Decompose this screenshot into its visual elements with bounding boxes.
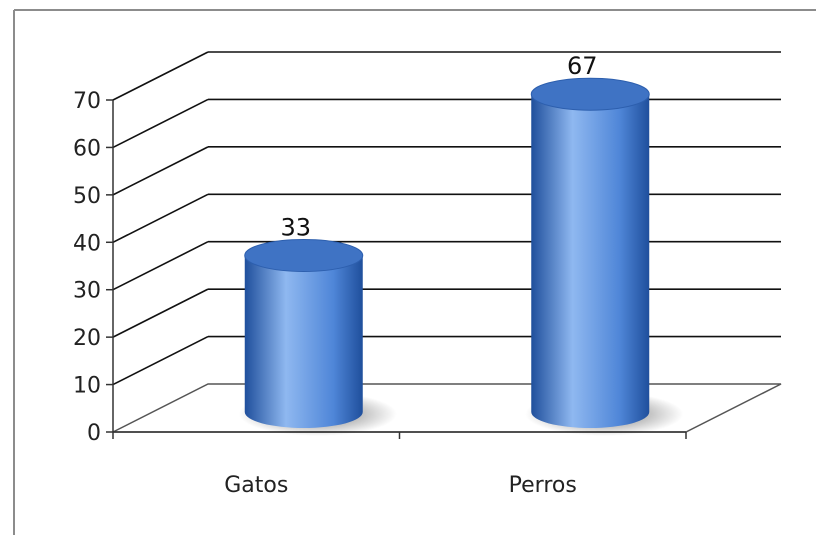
category-label: Perros	[509, 473, 577, 498]
y-tick-label: 70	[73, 89, 101, 114]
floor-plane	[112, 383, 782, 433]
side-gridline	[112, 193, 209, 243]
side-gridline	[112, 335, 209, 386]
side-gridline	[112, 51, 209, 101]
side-gridline	[112, 241, 209, 291]
y-tick-label: 30	[73, 279, 101, 304]
bar-gatos	[238, 238, 397, 436]
y-tick-label: 50	[73, 184, 101, 209]
category-labels: Gatos Perros	[224, 473, 577, 498]
bar-body	[531, 94, 650, 428]
data-label: 67	[567, 52, 598, 80]
y-tick-label: 40	[73, 231, 101, 256]
bar-top	[530, 77, 650, 111]
y-tick-labels: 0 10 20 30 40 50 60 70	[73, 89, 101, 446]
axes	[106, 99, 782, 439]
bar-top	[244, 238, 364, 272]
bar-perros	[525, 77, 684, 436]
category-label: Gatos	[224, 473, 288, 498]
side-gridline	[112, 288, 209, 338]
data-labels: 33 67	[280, 52, 597, 241]
gridlines	[112, 51, 781, 386]
y-tick-label: 10	[73, 374, 101, 399]
y-tick-label: 60	[73, 136, 101, 161]
bars	[238, 77, 684, 436]
y-tick-label: 20	[73, 326, 101, 351]
bar-body	[244, 255, 363, 428]
side-gridline	[112, 146, 209, 196]
y-tick-label: 0	[87, 421, 101, 446]
side-gridline	[112, 98, 209, 149]
data-label: 33	[280, 213, 311, 241]
